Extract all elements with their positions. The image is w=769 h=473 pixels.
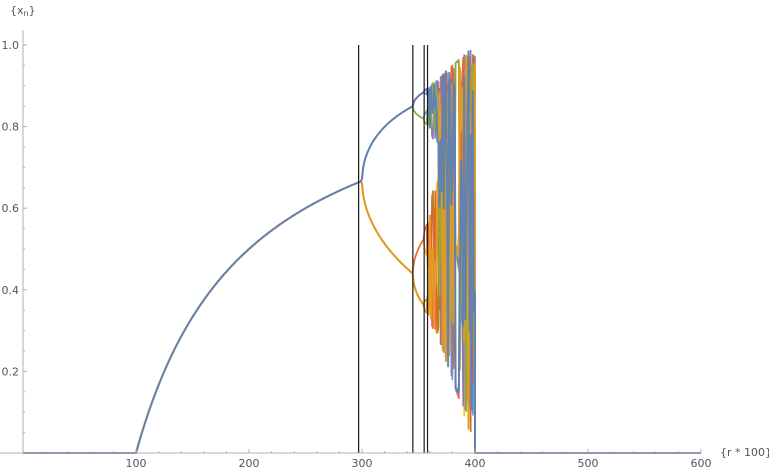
axes: 100 200 300 400 500 600 0.2 0.4 0.6 0.8 1.0 [0, 30, 712, 470]
x-axis-label: {r * 100} [720, 446, 769, 459]
series-line [23, 53, 701, 454]
series-line [23, 50, 701, 454]
y-tick-label: 0.8 [2, 121, 20, 134]
series-line [23, 50, 701, 454]
x-tick-label: 400 [465, 457, 486, 470]
series-line [23, 66, 701, 454]
y-axis-label-subscript: n [24, 9, 29, 18]
y-tick-label: 1.0 [2, 39, 20, 52]
vertical-markers [358, 45, 429, 453]
series-line [23, 57, 701, 454]
series-line [23, 49, 701, 454]
plot-area [23, 49, 701, 454]
x-tick-label: 100 [126, 457, 147, 470]
x-tick-label: 600 [691, 457, 712, 470]
x-tick-label: 200 [239, 457, 260, 470]
x-tick-label: 500 [578, 457, 599, 470]
series-line [23, 54, 701, 454]
y-tick-label: 0.2 [2, 365, 20, 378]
x-tick-label: 300 [352, 457, 373, 470]
y-tick-label: 0.4 [2, 284, 20, 297]
series-line [23, 55, 701, 454]
y-tick-label: 0.6 [2, 202, 20, 215]
y-axis-label: {xn} [10, 4, 36, 18]
y-axis-label-base: {x [10, 4, 24, 17]
y-axis-label-close: } [29, 4, 36, 17]
